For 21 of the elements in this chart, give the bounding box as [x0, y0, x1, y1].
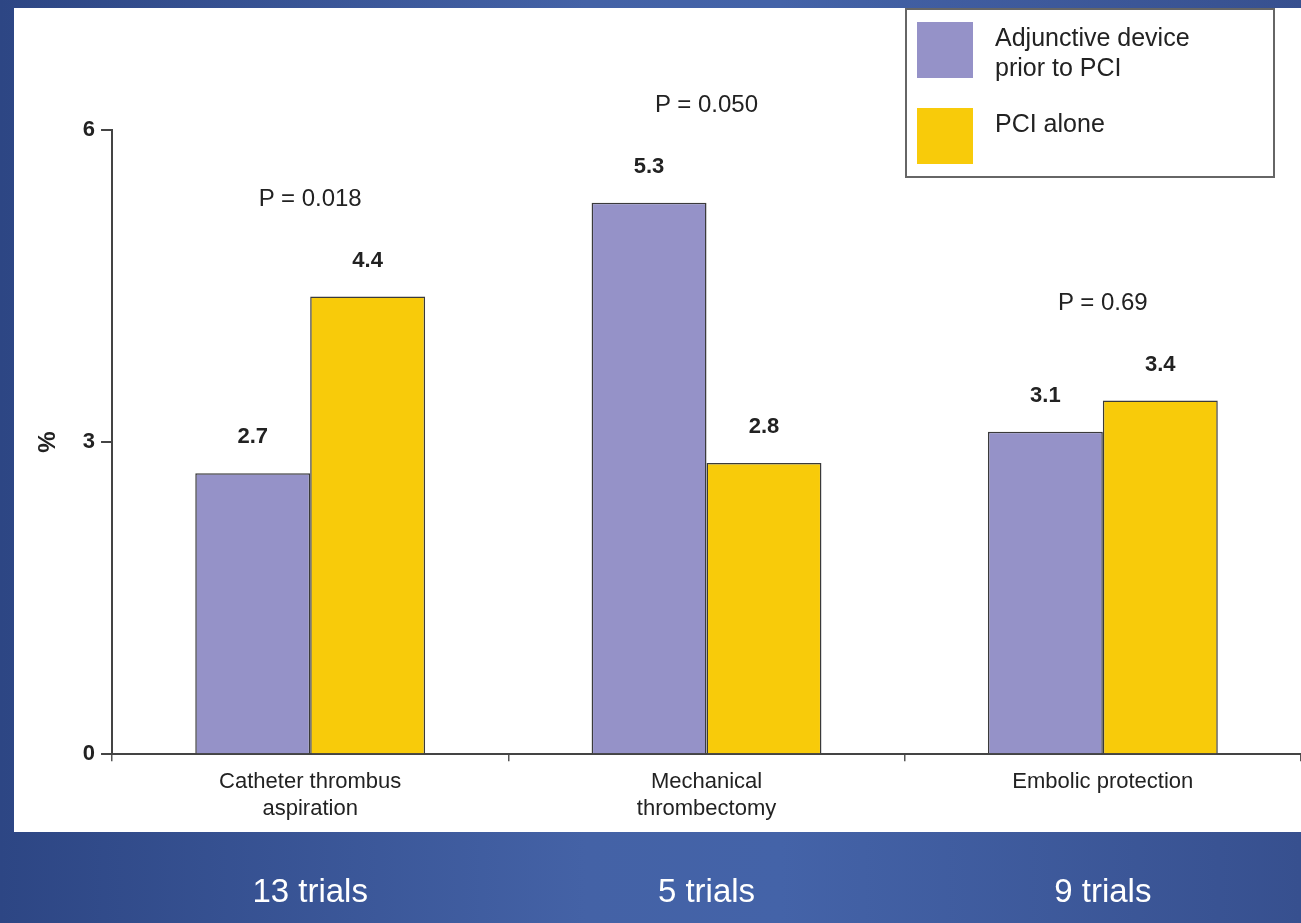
data-label: 4.4 [352, 246, 384, 272]
y-axis-title: % [33, 431, 61, 453]
text: P = 0.050 [655, 90, 759, 118]
x-tick-label: Mechanical thrombectomy [636, 768, 777, 820]
legend-label: Adjunctive device prior to PCI [995, 22, 1191, 82]
text: 13 trials [252, 872, 368, 910]
data-label: 3.1 [1030, 381, 1061, 407]
y-tick-label: 6 [82, 116, 96, 142]
data-label: 2.7 [237, 423, 269, 449]
annotation: P = 0.018 [258, 184, 362, 212]
text: 9 trials [1054, 872, 1152, 910]
data-label: 2.8 [748, 412, 780, 438]
x-tick-label: Catheter thrombus aspiration [219, 768, 402, 820]
data-label: 3.4 [1145, 350, 1177, 376]
data-label: 5.3 [633, 152, 665, 178]
text: 5 trials [657, 872, 756, 910]
x-tick-label: Embolic protection [1012, 768, 1194, 794]
y-tick-label: 0 [82, 740, 96, 766]
legend-label: PCI alone [995, 108, 1105, 138]
annotation: P = 0.69 [1058, 288, 1148, 316]
y-tick-label: 3 [82, 428, 96, 454]
